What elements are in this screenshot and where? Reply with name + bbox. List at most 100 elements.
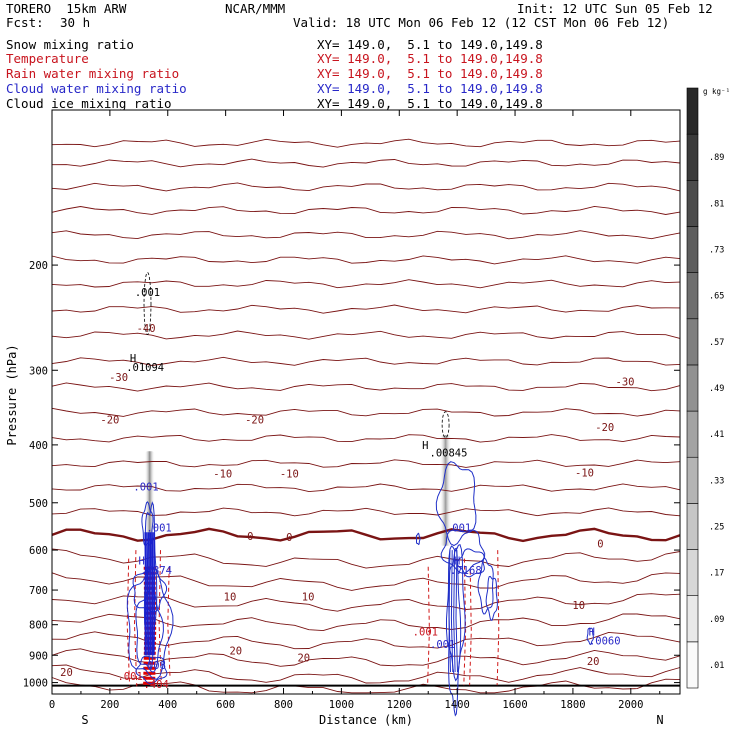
cloud-core-left bbox=[153, 532, 156, 656]
x-tick-label: 400 bbox=[158, 699, 177, 711]
rain-contour-left bbox=[126, 558, 131, 686]
x-tick-label: 2000 bbox=[618, 699, 643, 711]
isotherm-label: 10 bbox=[572, 600, 585, 612]
colorbar-unit: g kg⁻¹ bbox=[703, 87, 730, 96]
colorbar-bin bbox=[686, 641, 699, 689]
cloud-core-left bbox=[149, 532, 152, 656]
isotherm-line bbox=[51, 648, 681, 667]
field-label: .001 bbox=[135, 287, 160, 299]
y-axis-label: Pressure (hPa) bbox=[5, 344, 19, 445]
colorbar-label: .89 bbox=[709, 153, 724, 163]
colorbar-label: .41 bbox=[709, 430, 724, 440]
cloud-core-right bbox=[455, 550, 458, 673]
colorbar-bin bbox=[686, 318, 699, 366]
colorbar-bin bbox=[686, 133, 699, 181]
cloud-core-right bbox=[448, 550, 451, 673]
x-tick-label: 200 bbox=[100, 699, 119, 711]
field-label: .00845 bbox=[430, 448, 468, 460]
colorbar-bin bbox=[686, 410, 699, 458]
field-label: .7168 bbox=[450, 565, 482, 577]
isotherm-label: -20 bbox=[100, 415, 119, 427]
colorbar-label: .49 bbox=[709, 384, 724, 394]
y-tick-label: 300 bbox=[29, 365, 48, 377]
y-tick-label: 900 bbox=[29, 650, 48, 662]
field-label: .001 bbox=[446, 522, 471, 534]
isotherm-line bbox=[51, 434, 681, 443]
freezing-level-line bbox=[51, 527, 681, 543]
isotherm-label: -20 bbox=[595, 422, 614, 434]
field-name-temperature: Temperature bbox=[6, 51, 89, 66]
isotherm-line bbox=[51, 205, 681, 215]
isotherm-line bbox=[51, 255, 681, 265]
colorbar-label: .01 bbox=[709, 661, 724, 671]
x-axis-label: Distance (km) bbox=[319, 713, 413, 727]
isotherm-label: -20 bbox=[245, 415, 264, 427]
colorbar-bin bbox=[686, 226, 699, 273]
rain-contours bbox=[126, 550, 500, 687]
field-label: H bbox=[454, 556, 460, 568]
cloud-ice-contours bbox=[143, 272, 450, 438]
cloud-loop bbox=[440, 529, 486, 574]
isotherm-line bbox=[51, 483, 681, 493]
isotherm-line bbox=[51, 304, 681, 314]
colorbar-label: .81 bbox=[709, 199, 724, 209]
field-name-cloud-ice: Cloud ice mixing ratio bbox=[6, 96, 172, 111]
rain-contour-left bbox=[133, 550, 138, 687]
x-tick-label: 800 bbox=[274, 699, 293, 711]
cloud-loop bbox=[435, 461, 477, 547]
field-name-cloud-water: Cloud water mixing ratio bbox=[6, 81, 187, 96]
cloud-core-right bbox=[453, 550, 456, 673]
field-label: .0060 bbox=[589, 635, 621, 647]
cloud-loop bbox=[477, 557, 494, 615]
isotherm-label: -30 bbox=[109, 372, 128, 384]
field-label: .404 bbox=[144, 679, 169, 691]
field-label: .001 bbox=[133, 482, 158, 494]
field-xy-cloud-ice: XY= 149.0, 5.1 to 149.0,149.8 bbox=[317, 96, 543, 111]
forecast-hour: 30 h bbox=[60, 15, 91, 30]
x-axis-end-label: N bbox=[656, 713, 663, 727]
isotherm-label: 10 bbox=[224, 592, 237, 604]
y-tick-label: 500 bbox=[29, 498, 48, 510]
y-tick-label: 1000 bbox=[23, 678, 48, 690]
isotherm-line bbox=[51, 613, 681, 632]
x-tick-label: 1400 bbox=[445, 699, 470, 711]
y-tick-label: 200 bbox=[29, 260, 48, 272]
cloud-core-left bbox=[151, 532, 154, 656]
field-xy-temperature: XY= 149.0, 5.1 to 149.0,149.8 bbox=[317, 51, 543, 66]
cloud-loop bbox=[485, 575, 498, 621]
colorbar-bin bbox=[686, 549, 699, 596]
field-label: .008 bbox=[141, 660, 166, 672]
cloud-core-right bbox=[450, 550, 454, 673]
rain-contour-right bbox=[427, 566, 430, 686]
x-tick-label: 1200 bbox=[387, 699, 412, 711]
valid-time: Valid: 18 UTC Mon 06 Feb 12 (12 CST Mon … bbox=[293, 15, 670, 30]
rain-contour-right bbox=[496, 550, 500, 686]
field-label: .001 bbox=[146, 522, 171, 534]
isotherm-line bbox=[51, 230, 681, 240]
rain-core-left bbox=[151, 566, 155, 686]
isotherm-label: -30 bbox=[616, 376, 635, 388]
rain-contour-left bbox=[158, 550, 162, 687]
x-tick-label: 1800 bbox=[560, 699, 585, 711]
x-tick-label: 600 bbox=[216, 699, 235, 711]
cloud-loop bbox=[586, 627, 594, 646]
isotherm-line bbox=[51, 330, 681, 340]
isotherm-line bbox=[51, 459, 681, 468]
rain-contour-right bbox=[469, 570, 472, 686]
isotherm-label: 20 bbox=[229, 645, 242, 657]
isotherm-line bbox=[51, 356, 681, 366]
colorbar-label: .57 bbox=[709, 338, 724, 348]
x-tick-label: 1000 bbox=[329, 699, 354, 711]
isotherm-line bbox=[51, 631, 681, 650]
cloud-core-left bbox=[146, 532, 149, 656]
isotherm-label: 20 bbox=[60, 667, 73, 679]
field-xy-rain: XY= 149.0, 5.1 to 149.0,149.8 bbox=[317, 66, 543, 81]
model-title: TORERO 15km ARW bbox=[6, 1, 127, 16]
colorbar-bin bbox=[686, 595, 699, 643]
plot-frame bbox=[51, 109, 681, 695]
field-label: H bbox=[139, 556, 145, 568]
colorbar-bin bbox=[686, 503, 699, 550]
x-tick-label: 0 bbox=[49, 699, 55, 711]
colorbar-bin bbox=[686, 456, 699, 504]
